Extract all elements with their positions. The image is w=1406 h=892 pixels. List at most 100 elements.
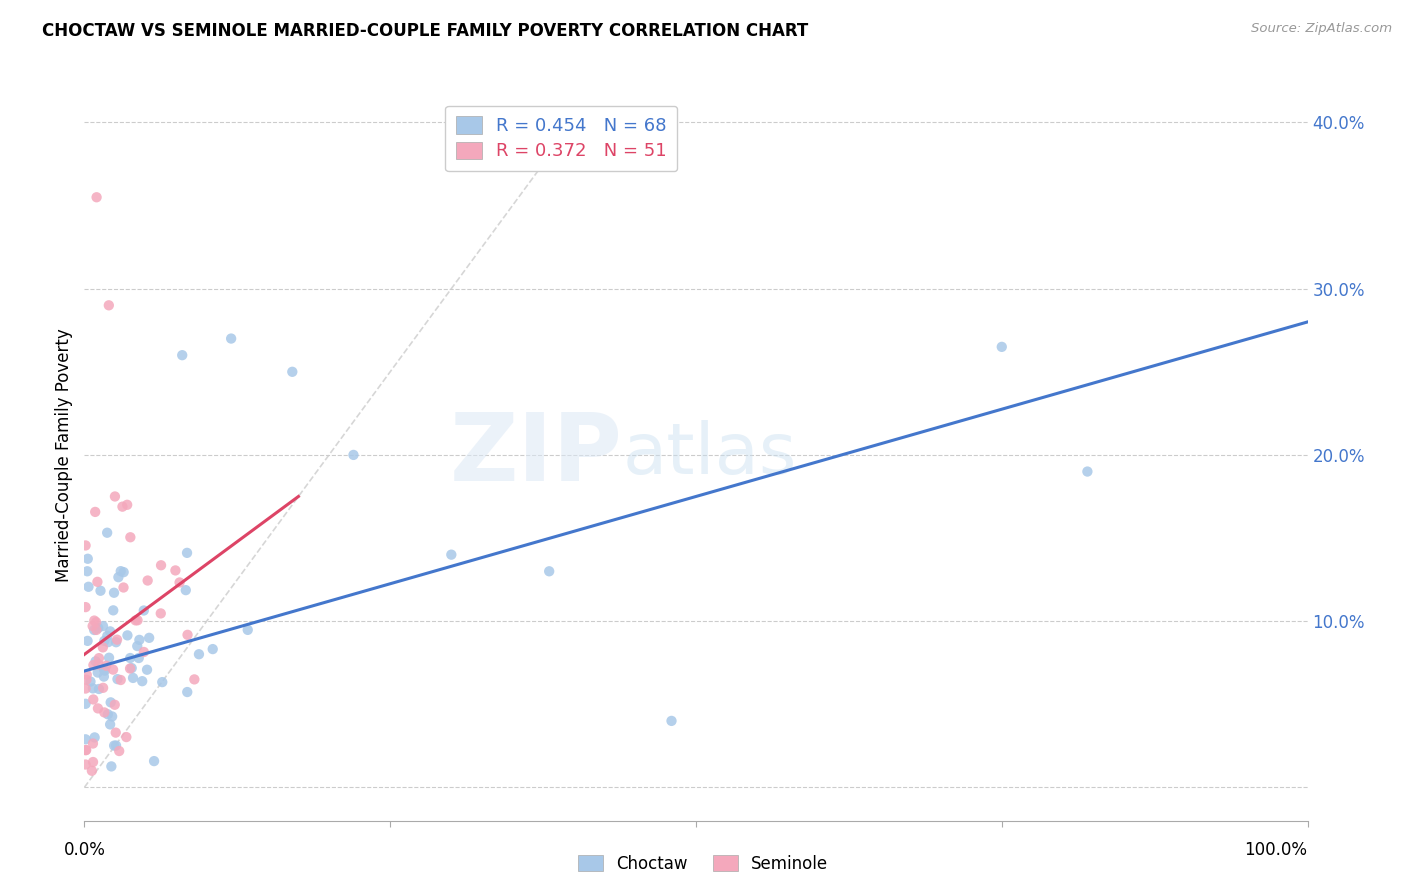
Point <box>83 614 105 628</box>
Point <box>76 564 98 578</box>
Point <box>93 663 115 677</box>
Point <box>538 564 561 578</box>
Point <box>86 190 108 204</box>
Point <box>440 548 463 562</box>
Point <box>108 744 131 758</box>
Text: atlas: atlas <box>623 420 797 490</box>
Point <box>96 525 118 540</box>
Point <box>115 498 138 512</box>
Point <box>107 672 129 686</box>
Point <box>990 340 1012 354</box>
Point <box>79 674 101 689</box>
Point <box>132 603 155 617</box>
Point <box>80 764 103 778</box>
Point <box>104 725 127 739</box>
Point <box>82 619 104 633</box>
Point <box>93 633 115 648</box>
Point <box>82 755 104 769</box>
Point <box>104 698 127 712</box>
Point <box>86 574 108 589</box>
Point <box>87 701 110 715</box>
Point <box>100 695 122 709</box>
Point <box>105 739 128 753</box>
Point <box>75 732 97 747</box>
Point <box>124 614 146 628</box>
Point <box>87 621 110 635</box>
Point <box>75 757 97 772</box>
Point <box>176 685 198 699</box>
Text: CHOCTAW VS SEMINOLE MARRIED-COUPLE FAMILY POVERTY CORRELATION CHART: CHOCTAW VS SEMINOLE MARRIED-COUPLE FAMIL… <box>42 22 808 40</box>
Point <box>1076 465 1098 479</box>
Point <box>76 551 98 566</box>
Point <box>103 739 125 753</box>
Point <box>89 583 111 598</box>
Point <box>97 707 120 722</box>
Legend: R = 0.454   N = 68, R = 0.372   N = 51: R = 0.454 N = 68, R = 0.372 N = 51 <box>446 105 678 171</box>
Point <box>128 651 150 665</box>
Point <box>91 619 114 633</box>
Point <box>120 530 142 544</box>
Point <box>201 642 224 657</box>
Point <box>75 743 97 757</box>
Point <box>82 737 104 751</box>
Point <box>93 706 115 720</box>
Point <box>98 650 121 665</box>
Point <box>91 640 114 655</box>
Point <box>104 490 127 504</box>
Point <box>91 681 114 695</box>
Point <box>112 581 135 595</box>
Legend: Choctaw, Seminole: Choctaw, Seminole <box>571 848 835 880</box>
Point <box>75 697 97 711</box>
Point <box>122 671 145 685</box>
Point <box>75 538 97 552</box>
Y-axis label: Married-Couple Family Poverty: Married-Couple Family Poverty <box>55 328 73 582</box>
Point <box>84 615 107 629</box>
Point <box>121 661 143 675</box>
Point <box>97 298 120 312</box>
Point <box>342 448 364 462</box>
Point <box>103 586 125 600</box>
Point <box>176 546 198 560</box>
Point <box>183 673 205 687</box>
Point <box>136 574 159 588</box>
Point <box>281 365 304 379</box>
Point <box>169 575 191 590</box>
Point <box>219 332 242 346</box>
Point <box>150 675 173 690</box>
Point <box>112 565 135 579</box>
Point <box>87 665 110 680</box>
Point <box>82 681 104 696</box>
Point <box>96 629 118 643</box>
Point <box>661 714 683 728</box>
Point <box>83 623 105 637</box>
Point <box>84 654 107 668</box>
Point <box>75 743 97 757</box>
Point <box>120 651 142 665</box>
Point <box>176 628 198 642</box>
Text: 100.0%: 100.0% <box>1244 840 1308 859</box>
Point <box>84 505 107 519</box>
Point <box>127 613 149 627</box>
Point <box>76 667 98 681</box>
Point <box>75 600 97 615</box>
Point <box>188 647 211 661</box>
Point <box>131 674 153 689</box>
Point <box>101 709 124 723</box>
Point <box>103 603 125 617</box>
Point <box>165 563 187 577</box>
Point <box>87 651 110 665</box>
Point <box>101 663 124 677</box>
Point <box>110 673 132 687</box>
Point <box>87 681 110 696</box>
Text: 0.0%: 0.0% <box>63 840 105 859</box>
Point <box>105 635 128 649</box>
Point <box>100 759 122 773</box>
Point <box>117 628 139 642</box>
Point <box>172 348 194 362</box>
Point <box>94 658 117 673</box>
Text: ZIP: ZIP <box>450 409 623 501</box>
Point <box>86 623 108 637</box>
Point <box>174 583 197 598</box>
Point <box>93 670 115 684</box>
Point <box>75 681 97 696</box>
